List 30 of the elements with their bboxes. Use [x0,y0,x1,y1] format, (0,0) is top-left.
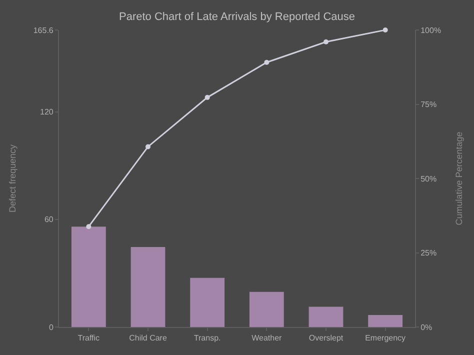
x-tick-label: Transp. [194,334,221,343]
y-tick-label: 0 [48,322,54,332]
bar [130,247,166,327]
point [264,60,270,65]
y2-tick-label: 0% [420,322,432,332]
point [382,28,388,32]
x-tick-label: Emergency [365,334,406,343]
y-tick-label: 120 [40,108,54,117]
point [146,144,150,150]
y2-tick-label: 75% [420,100,437,110]
y2-axis-title: Cumulative Percentage [454,132,464,226]
y2-tick-label: 50% [420,174,437,184]
point [204,94,210,100]
point [324,39,328,44]
x-tick-label: Overslept [308,334,344,343]
y-axis-title: Defect frequency [8,144,18,213]
chart-title: Pareto Chart of Late Arrivals by Reported Cause [118,11,356,24]
bar [368,314,403,327]
bar [190,278,225,327]
x-tick-label: Weather [252,334,282,343]
y2-tick-label: 100% [420,26,442,35]
point [86,224,92,230]
y-tick-label: 60 [44,215,54,224]
bar [71,226,106,327]
y2-tick-label: 25% [420,248,437,258]
bar [308,306,344,327]
x-tick-label: Traffic [78,334,100,343]
x-tick-label: Child Care [129,334,168,343]
y-tick-label: 165.6 [33,26,54,35]
bar [249,292,284,327]
